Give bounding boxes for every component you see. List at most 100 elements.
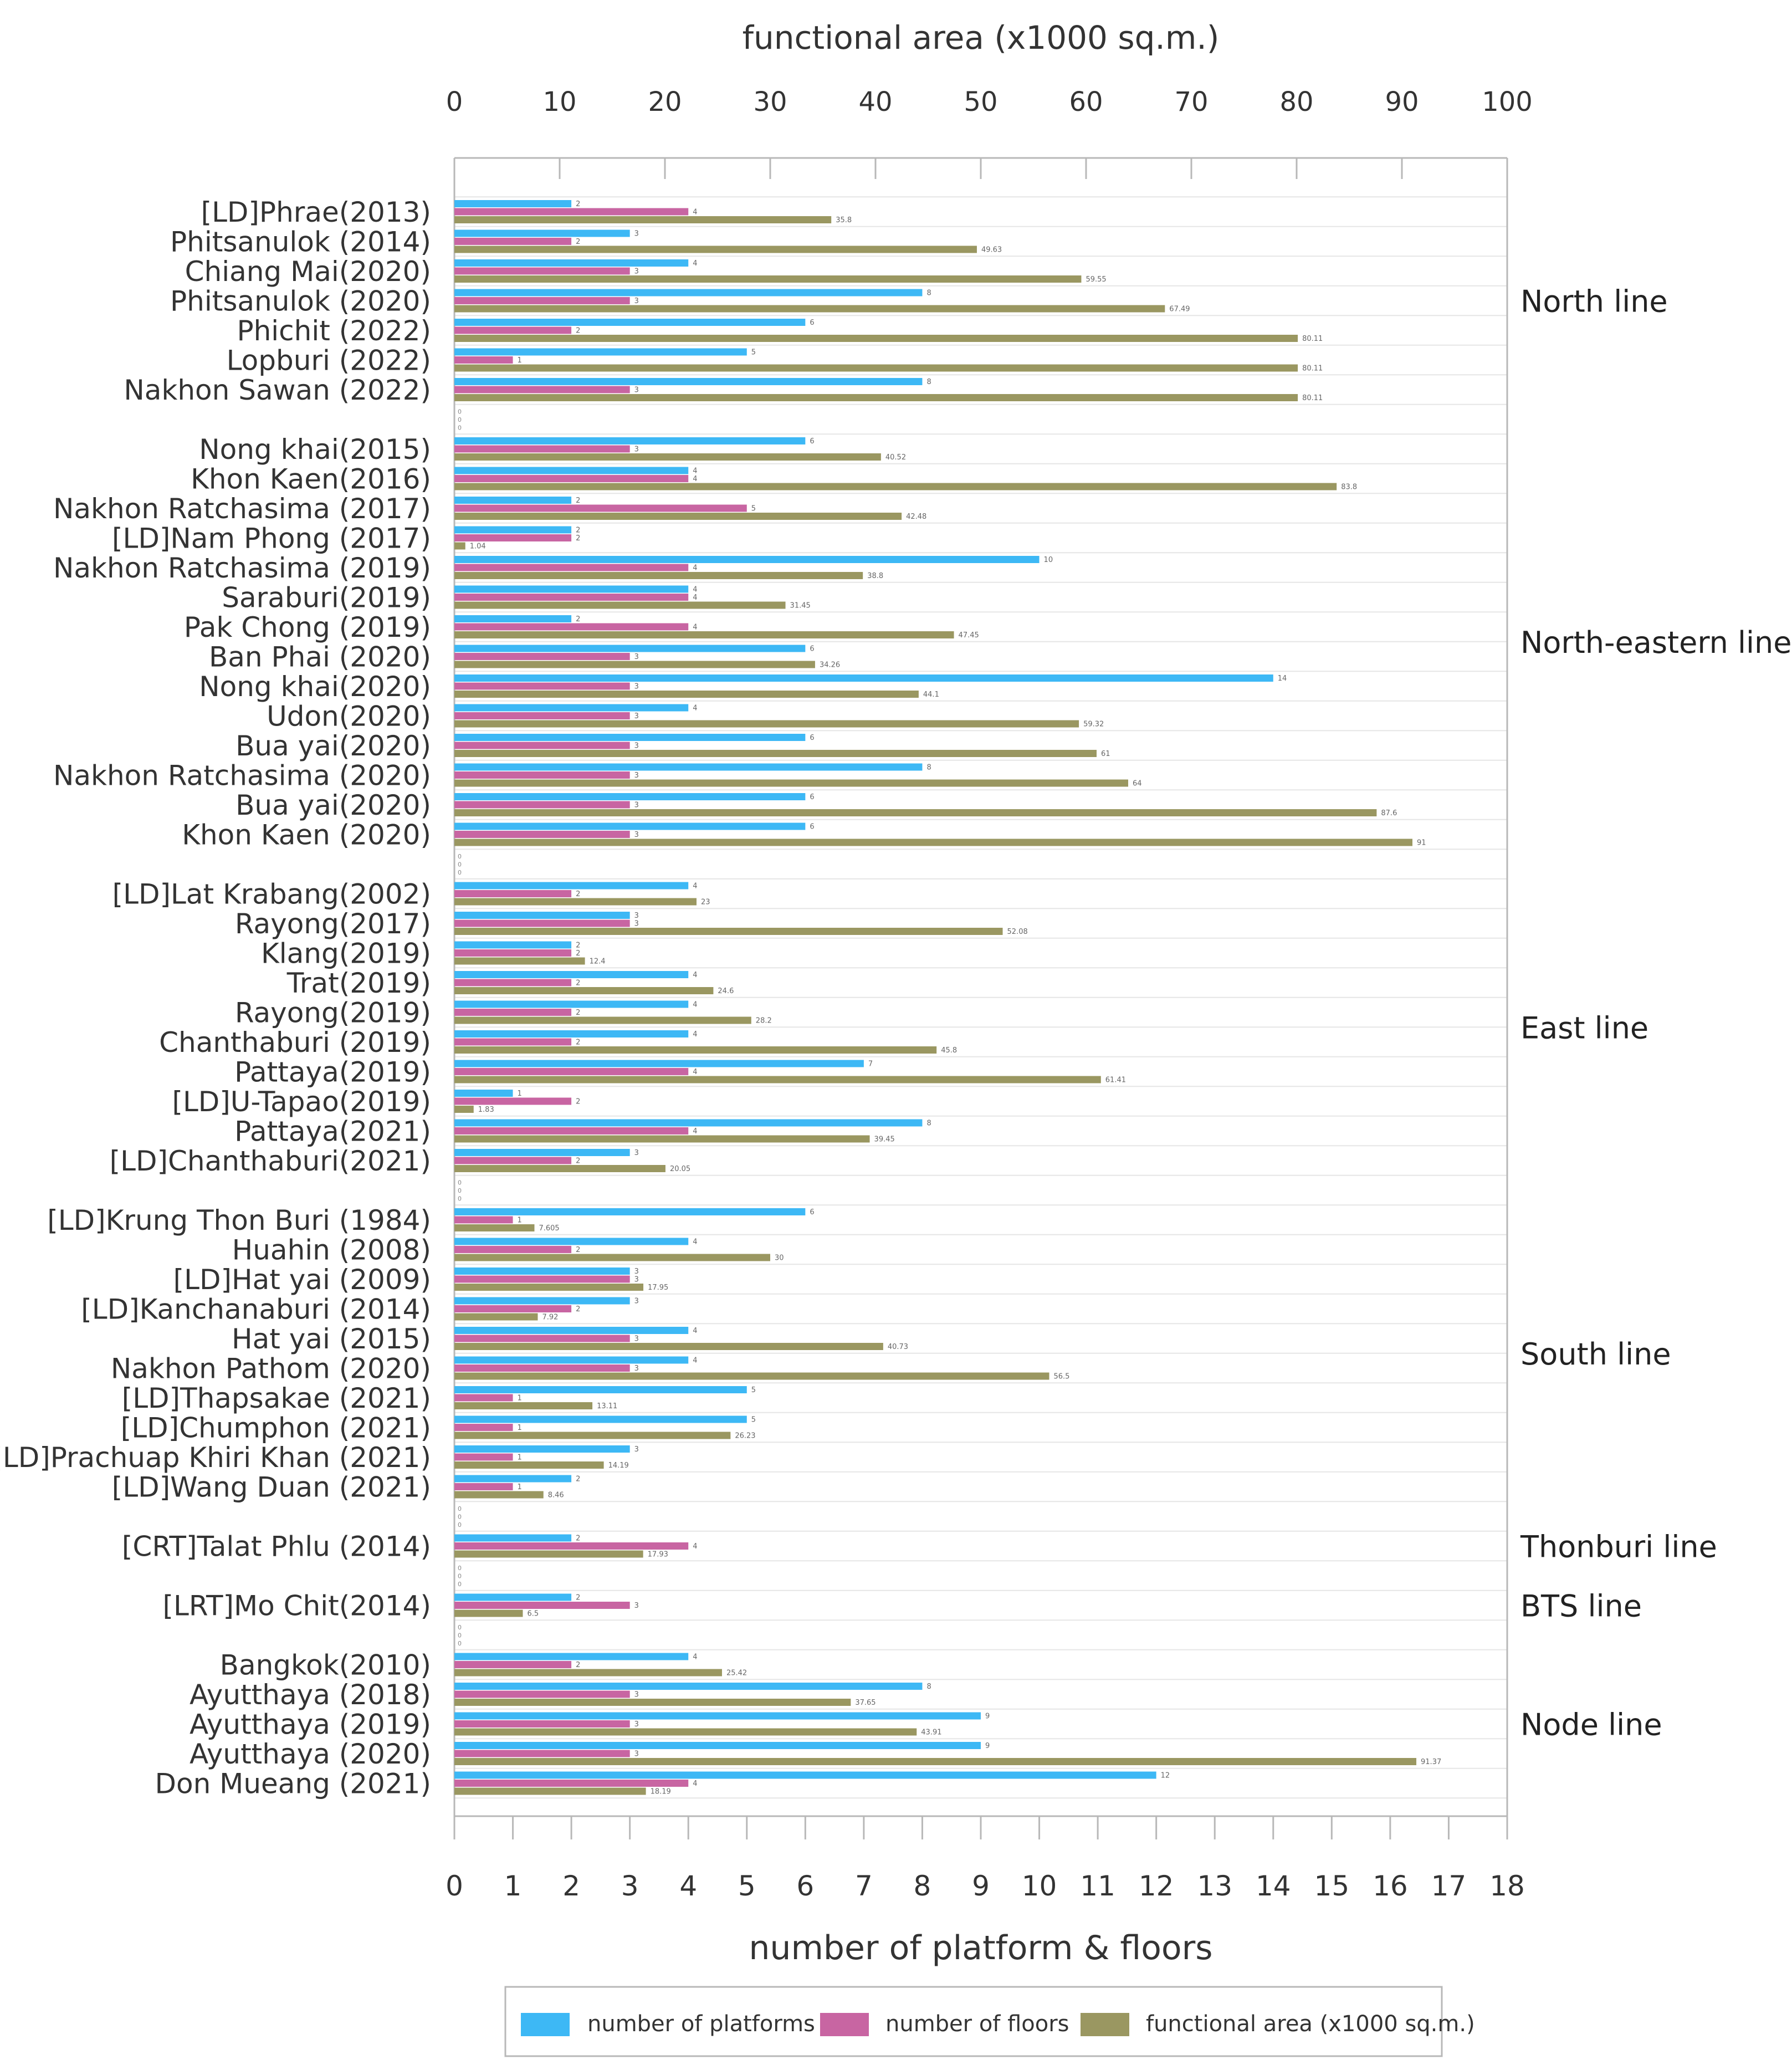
station-label: Nong khai(2015): [199, 433, 431, 466]
area-bar: [454, 246, 977, 253]
group-label: East line: [1520, 1010, 1648, 1045]
platforms-bar: [454, 674, 1273, 682]
area-value-label: 23: [701, 898, 710, 907]
top-axis-tick-label: 10: [542, 86, 576, 117]
area-value-label: 1.04: [470, 543, 486, 551]
floors-value-label: 3: [634, 446, 639, 454]
floors-bar: [454, 890, 572, 897]
floors-value-label: 2: [576, 1039, 580, 1047]
area-value-label: 45.8: [941, 1046, 957, 1055]
area-bar: [454, 1254, 770, 1261]
platforms-bar: [454, 1000, 689, 1008]
area-value-label: 18.19: [651, 1788, 671, 1796]
floors-value-label: 2: [576, 1009, 580, 1017]
floors-bar: [454, 919, 630, 927]
floors-value-label: 2: [576, 1305, 580, 1313]
platforms-value-label: 4: [693, 1030, 697, 1039]
floors-bar: [454, 208, 689, 216]
area-bar: [454, 987, 714, 994]
area-bar: [454, 1461, 604, 1469]
area-bar: [454, 1313, 538, 1321]
area-bar: [454, 928, 1003, 935]
platforms-bar: [454, 615, 572, 622]
bottom-axis-tick-label: 14: [1256, 1870, 1291, 1902]
floors-value-label: 4: [693, 564, 697, 573]
area-value-label: 8.46: [548, 1491, 564, 1500]
platforms-bar: [454, 941, 572, 949]
platforms-bar: [454, 734, 806, 741]
floors-value-label: 3: [634, 1364, 639, 1373]
area-value-label: 91: [1417, 839, 1426, 847]
floors-value-label: 2: [576, 1246, 580, 1254]
platforms-bar: [454, 1742, 981, 1749]
group-label: BTS line: [1520, 1589, 1642, 1624]
area-bar: [454, 275, 1082, 283]
area-bar: [454, 779, 1128, 787]
platforms-bar: [454, 229, 630, 237]
floors-bar: [454, 1157, 572, 1164]
area-bar: [454, 601, 786, 609]
floors-bar: [454, 1394, 513, 1402]
station-label: Nakhon Ratchasima (2017): [53, 493, 431, 525]
floors-value-label: 4: [693, 594, 697, 602]
platforms-bar: [454, 763, 923, 771]
floors-value-label: 2: [576, 238, 580, 246]
platforms-value-label: 6: [810, 734, 814, 742]
platforms-value-label: 2: [576, 615, 580, 623]
area-bar: [454, 750, 1097, 757]
station-label: Klang(2019): [261, 938, 431, 970]
platforms-value-label: 8: [926, 289, 931, 298]
floors-value-label: 3: [634, 683, 639, 691]
platforms-value-label: 2: [576, 1594, 580, 1602]
floors-bar: [454, 386, 630, 393]
bottom-axis-tick-label: 0: [446, 1870, 463, 1902]
platforms-bar: [454, 1149, 630, 1156]
platforms-value-label: 4: [693, 259, 697, 268]
area-value-label: 17.95: [648, 1284, 668, 1292]
group-label: Node line: [1520, 1708, 1662, 1742]
floors-value-label: 1: [518, 1394, 522, 1403]
platforms-value-label: 7: [868, 1060, 873, 1069]
platforms-bar: [454, 467, 689, 474]
top-axis-tick-label: 100: [1482, 86, 1533, 117]
floors-bar: [454, 1335, 630, 1342]
station-label: Don Mueang (2021): [155, 1768, 432, 1800]
area-value-label: 30: [775, 1254, 784, 1263]
bottom-axis-tick-label: 12: [1139, 1870, 1174, 1902]
platforms-value-label: 4: [693, 586, 697, 594]
platforms-bar: [454, 1712, 981, 1720]
separator-zero-label: 0: [458, 1624, 462, 1631]
area-bar: [454, 1432, 731, 1439]
floors-bar: [454, 831, 630, 838]
area-value-label: 20.05: [670, 1165, 690, 1173]
platforms-bar: [454, 259, 689, 267]
floors-value-label: 3: [634, 297, 639, 305]
area-bar: [454, 1402, 593, 1409]
floors-value-label: 4: [693, 1127, 697, 1136]
platforms-value-label: 2: [576, 1535, 580, 1543]
floors-bar: [454, 504, 747, 512]
area-bar: [454, 720, 1079, 728]
station-label: Phichit (2022): [237, 315, 431, 347]
legend-box: [504, 1986, 1443, 2057]
area-bar: [454, 1728, 917, 1736]
area-value-label: 83.8: [1341, 483, 1357, 492]
floors-value-label: 4: [693, 1780, 697, 1788]
area-bar: [454, 898, 697, 906]
floors-bar: [454, 564, 689, 571]
area-value-label: 35.8: [836, 216, 852, 224]
station-label: Bangkok(2010): [220, 1649, 431, 1681]
platforms-bar: [454, 645, 806, 652]
group-label: North-eastern line: [1520, 625, 1791, 660]
separator-zero-label: 0: [458, 1565, 462, 1572]
bottom-axis-tick-label: 3: [621, 1870, 639, 1902]
legend-entry-label: number of platforms: [587, 2011, 815, 2037]
top-axis-tick-label: 30: [753, 86, 787, 117]
area-value-label: 91.37: [1421, 1758, 1441, 1766]
platforms-bar: [454, 1060, 864, 1067]
area-value-label: 34.26: [820, 661, 840, 669]
group-label: Thonburi line: [1520, 1530, 1717, 1565]
station-label: Chiang Mai(2020): [185, 255, 431, 288]
station-label: [LD]Lat Krabang(2002): [112, 878, 431, 911]
